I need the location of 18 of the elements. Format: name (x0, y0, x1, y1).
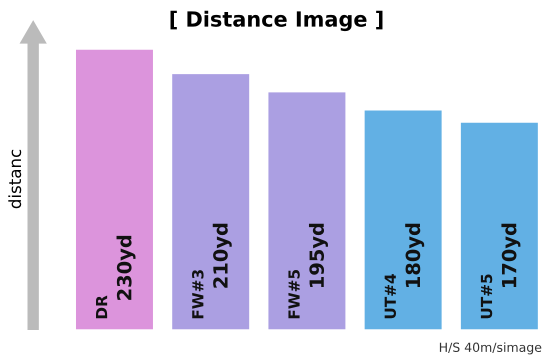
chart-title: [ Distance Image ] (170, 10, 382, 32)
data-label: 195yd (308, 224, 328, 288)
data-label: 230yd (116, 236, 136, 300)
x-tick-label: FW#5 (288, 270, 300, 318)
x-tick-label: FW#3 (192, 270, 204, 318)
x-tick-label: DR (96, 295, 108, 318)
bar (268, 92, 346, 330)
bar (460, 122, 538, 330)
bar (76, 50, 153, 330)
data-label: 210yd (212, 224, 232, 288)
y-axis-title: distanc (8, 150, 22, 208)
data-label: 180yd (405, 224, 424, 288)
text: H/S 40m/simage (440, 342, 542, 354)
bar (364, 110, 442, 330)
data-label: 170yd (501, 224, 520, 288)
bar (172, 74, 250, 330)
x-tick-label: UT#4 (384, 274, 396, 318)
x-tick-label: UT#5 (480, 274, 492, 318)
